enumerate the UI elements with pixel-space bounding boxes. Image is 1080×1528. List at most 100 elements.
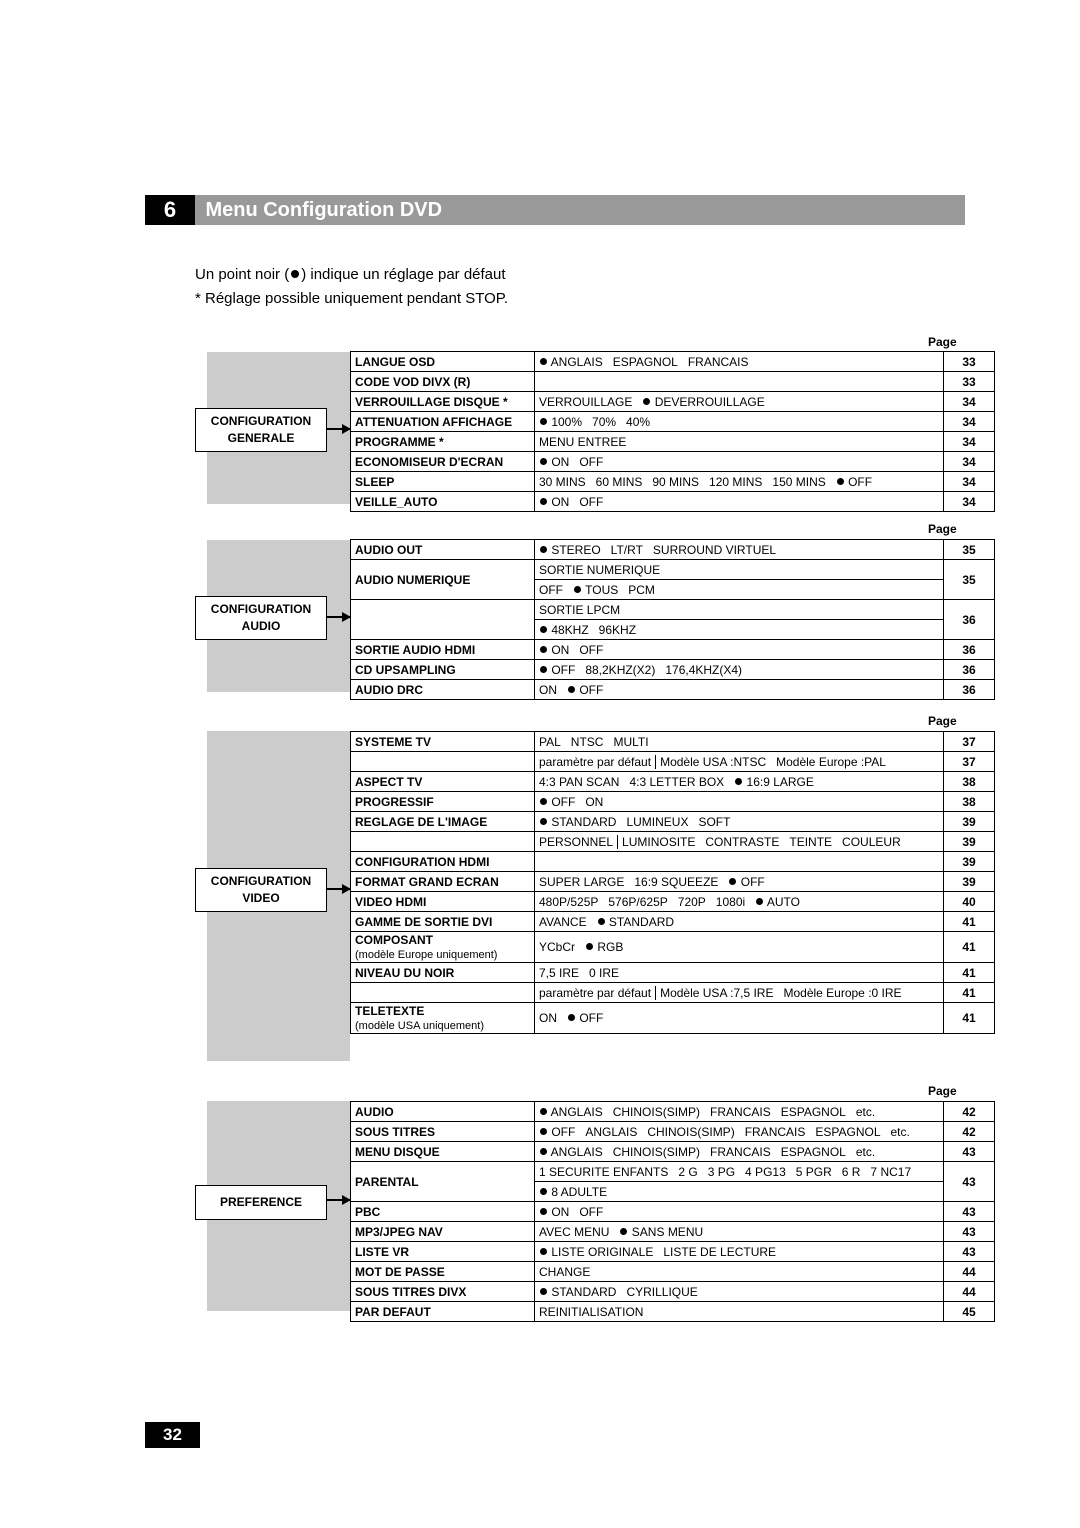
page-header-3: Page bbox=[928, 714, 957, 728]
row-options: ON OFF bbox=[535, 640, 944, 660]
row-options: OFF TOUS PCM bbox=[535, 580, 944, 600]
row-options bbox=[535, 852, 944, 872]
row-options: ANGLAIS CHINOIS(SIMP) FRANCAIS ESPAGNOL … bbox=[535, 1142, 944, 1162]
row-label: SLEEP bbox=[351, 472, 535, 492]
row-options: REINITIALISATION bbox=[535, 1302, 944, 1322]
row-options: 480P/525P 576P/625P 720P 1080i AUTO bbox=[535, 892, 944, 912]
intro1-pre: Un point noir ( bbox=[195, 266, 289, 283]
row-options: SUPER LARGE 16:9 SQUEEZE OFF bbox=[535, 872, 944, 892]
row-label: PAR DEFAUT bbox=[351, 1302, 535, 1322]
row-page: 41 bbox=[944, 912, 995, 932]
row-label: NIVEAU DU NOIR bbox=[351, 963, 535, 983]
row-label: REGLAGE DE L'IMAGE bbox=[351, 812, 535, 832]
row-options bbox=[535, 372, 944, 392]
row-label: PARENTAL bbox=[351, 1162, 535, 1202]
row-page: 39 bbox=[944, 812, 995, 832]
row-label: SOUS TITRES bbox=[351, 1122, 535, 1142]
chapter-number: 6 bbox=[145, 195, 195, 225]
row-options: ANGLAIS ESPAGNOL FRANCAIS bbox=[535, 352, 944, 372]
row-page: 37 bbox=[944, 752, 995, 772]
row-label: AUDIO NUMERIQUE bbox=[351, 560, 535, 600]
page-header-2: Page bbox=[928, 522, 957, 536]
row-page: 36 bbox=[944, 600, 995, 640]
row-label: VEILLE_AUTO bbox=[351, 492, 535, 512]
row-options: 48KHZ 96KHZ bbox=[535, 620, 944, 640]
page-number: 32 bbox=[145, 1422, 200, 1448]
row-label: PBC bbox=[351, 1202, 535, 1222]
row-page: 34 bbox=[944, 492, 995, 512]
row-options: SORTIE LPCM bbox=[535, 600, 944, 620]
table-generale: LANGUE OSD ANGLAIS ESPAGNOL FRANCAIS33CO… bbox=[350, 351, 995, 512]
row-label: ECONOMISEUR D'ECRAN bbox=[351, 452, 535, 472]
row-label: SORTIE AUDIO HDMI bbox=[351, 640, 535, 660]
cat-generale: CONFIGURATION GENERALE bbox=[195, 408, 327, 452]
bullet-icon bbox=[291, 270, 299, 278]
row-page: 39 bbox=[944, 852, 995, 872]
row-label: PROGRAMME * bbox=[351, 432, 535, 452]
row-options: 30 MINS 60 MINS 90 MINS 120 MINS 150 MIN… bbox=[535, 472, 944, 492]
row-page: 43 bbox=[944, 1162, 995, 1202]
chapter-title: Menu Configuration DVD bbox=[195, 195, 965, 225]
row-page: 42 bbox=[944, 1122, 995, 1142]
row-label: CODE VOD DIVX (R) bbox=[351, 372, 535, 392]
row-label: VERROUILLAGE DISQUE * bbox=[351, 392, 535, 412]
row-label bbox=[351, 752, 535, 772]
row-page: 44 bbox=[944, 1282, 995, 1302]
row-page: 36 bbox=[944, 660, 995, 680]
row-label bbox=[351, 983, 535, 1003]
row-page: 36 bbox=[944, 680, 995, 700]
row-page: 41 bbox=[944, 983, 995, 1003]
row-page: 34 bbox=[944, 452, 995, 472]
row-options: STANDARD LUMINEUX SOFT bbox=[535, 812, 944, 832]
row-options: STEREO LT/RT SURROUND VIRTUEL bbox=[535, 540, 944, 560]
intro-line-2: * Réglage possible uniquement pendant ST… bbox=[195, 290, 508, 307]
row-page: 43 bbox=[944, 1142, 995, 1162]
row-label bbox=[351, 832, 535, 852]
table-pref: AUDIO ANGLAIS CHINOIS(SIMP) FRANCAIS ESP… bbox=[350, 1101, 995, 1322]
row-label: VIDEO HDMI bbox=[351, 892, 535, 912]
row-label: FORMAT GRAND ECRAN bbox=[351, 872, 535, 892]
row-page: 35 bbox=[944, 560, 995, 600]
arrow-icon bbox=[326, 888, 350, 890]
cat-audio: CONFIGURATION AUDIO bbox=[195, 596, 327, 640]
row-label: GAMME DE SORTIE DVI bbox=[351, 912, 535, 932]
row-options: AVEC MENU SANS MENU bbox=[535, 1222, 944, 1242]
row-label: PROGRESSIF bbox=[351, 792, 535, 812]
row-label: AUDIO bbox=[351, 1102, 535, 1122]
cat-pref: PREFERENCE bbox=[195, 1185, 327, 1220]
row-options: ON OFF bbox=[535, 492, 944, 512]
intro-line-1: Un point noir () indique un réglage par … bbox=[195, 266, 506, 283]
row-page: 34 bbox=[944, 432, 995, 452]
row-options: paramètre par défautModèle USA :NTSC Mod… bbox=[535, 752, 944, 772]
row-options: ON OFF bbox=[535, 680, 944, 700]
row-page: 38 bbox=[944, 792, 995, 812]
row-options: paramètre par défautModèle USA :7,5 IRE … bbox=[535, 983, 944, 1003]
row-page: 35 bbox=[944, 540, 995, 560]
row-page: 36 bbox=[944, 640, 995, 660]
row-page: 37 bbox=[944, 732, 995, 752]
row-options: YCbCr RGB bbox=[535, 932, 944, 963]
row-page: 43 bbox=[944, 1222, 995, 1242]
page-header-4: Page bbox=[928, 1084, 957, 1098]
row-page: 43 bbox=[944, 1242, 995, 1262]
arrow-icon bbox=[326, 616, 350, 618]
arrow-icon bbox=[326, 1199, 350, 1201]
row-page: 44 bbox=[944, 1262, 995, 1282]
row-label: TELETEXTE(modèle USA uniquement) bbox=[351, 1003, 535, 1034]
row-page: 41 bbox=[944, 963, 995, 983]
cat-video: CONFIGURATION VIDEO bbox=[195, 868, 327, 912]
row-page: 41 bbox=[944, 932, 995, 963]
row-page: 45 bbox=[944, 1302, 995, 1322]
row-options: 7,5 IRE 0 IRE bbox=[535, 963, 944, 983]
row-options: 4:3 PAN SCAN 4:3 LETTER BOX 16:9 LARGE bbox=[535, 772, 944, 792]
row-page: 34 bbox=[944, 392, 995, 412]
row-label: ATTENUATION AFFICHAGE bbox=[351, 412, 535, 432]
row-options: OFF ON bbox=[535, 792, 944, 812]
row-options: CHANGE bbox=[535, 1262, 944, 1282]
row-label bbox=[351, 600, 535, 640]
row-label: ASPECT TV bbox=[351, 772, 535, 792]
row-label: SOUS TITRES DIVX bbox=[351, 1282, 535, 1302]
row-options: PERSONNELLUMINOSITE CONTRASTE TEINTE COU… bbox=[535, 832, 944, 852]
row-label: MOT DE PASSE bbox=[351, 1262, 535, 1282]
row-label: CD UPSAMPLING bbox=[351, 660, 535, 680]
